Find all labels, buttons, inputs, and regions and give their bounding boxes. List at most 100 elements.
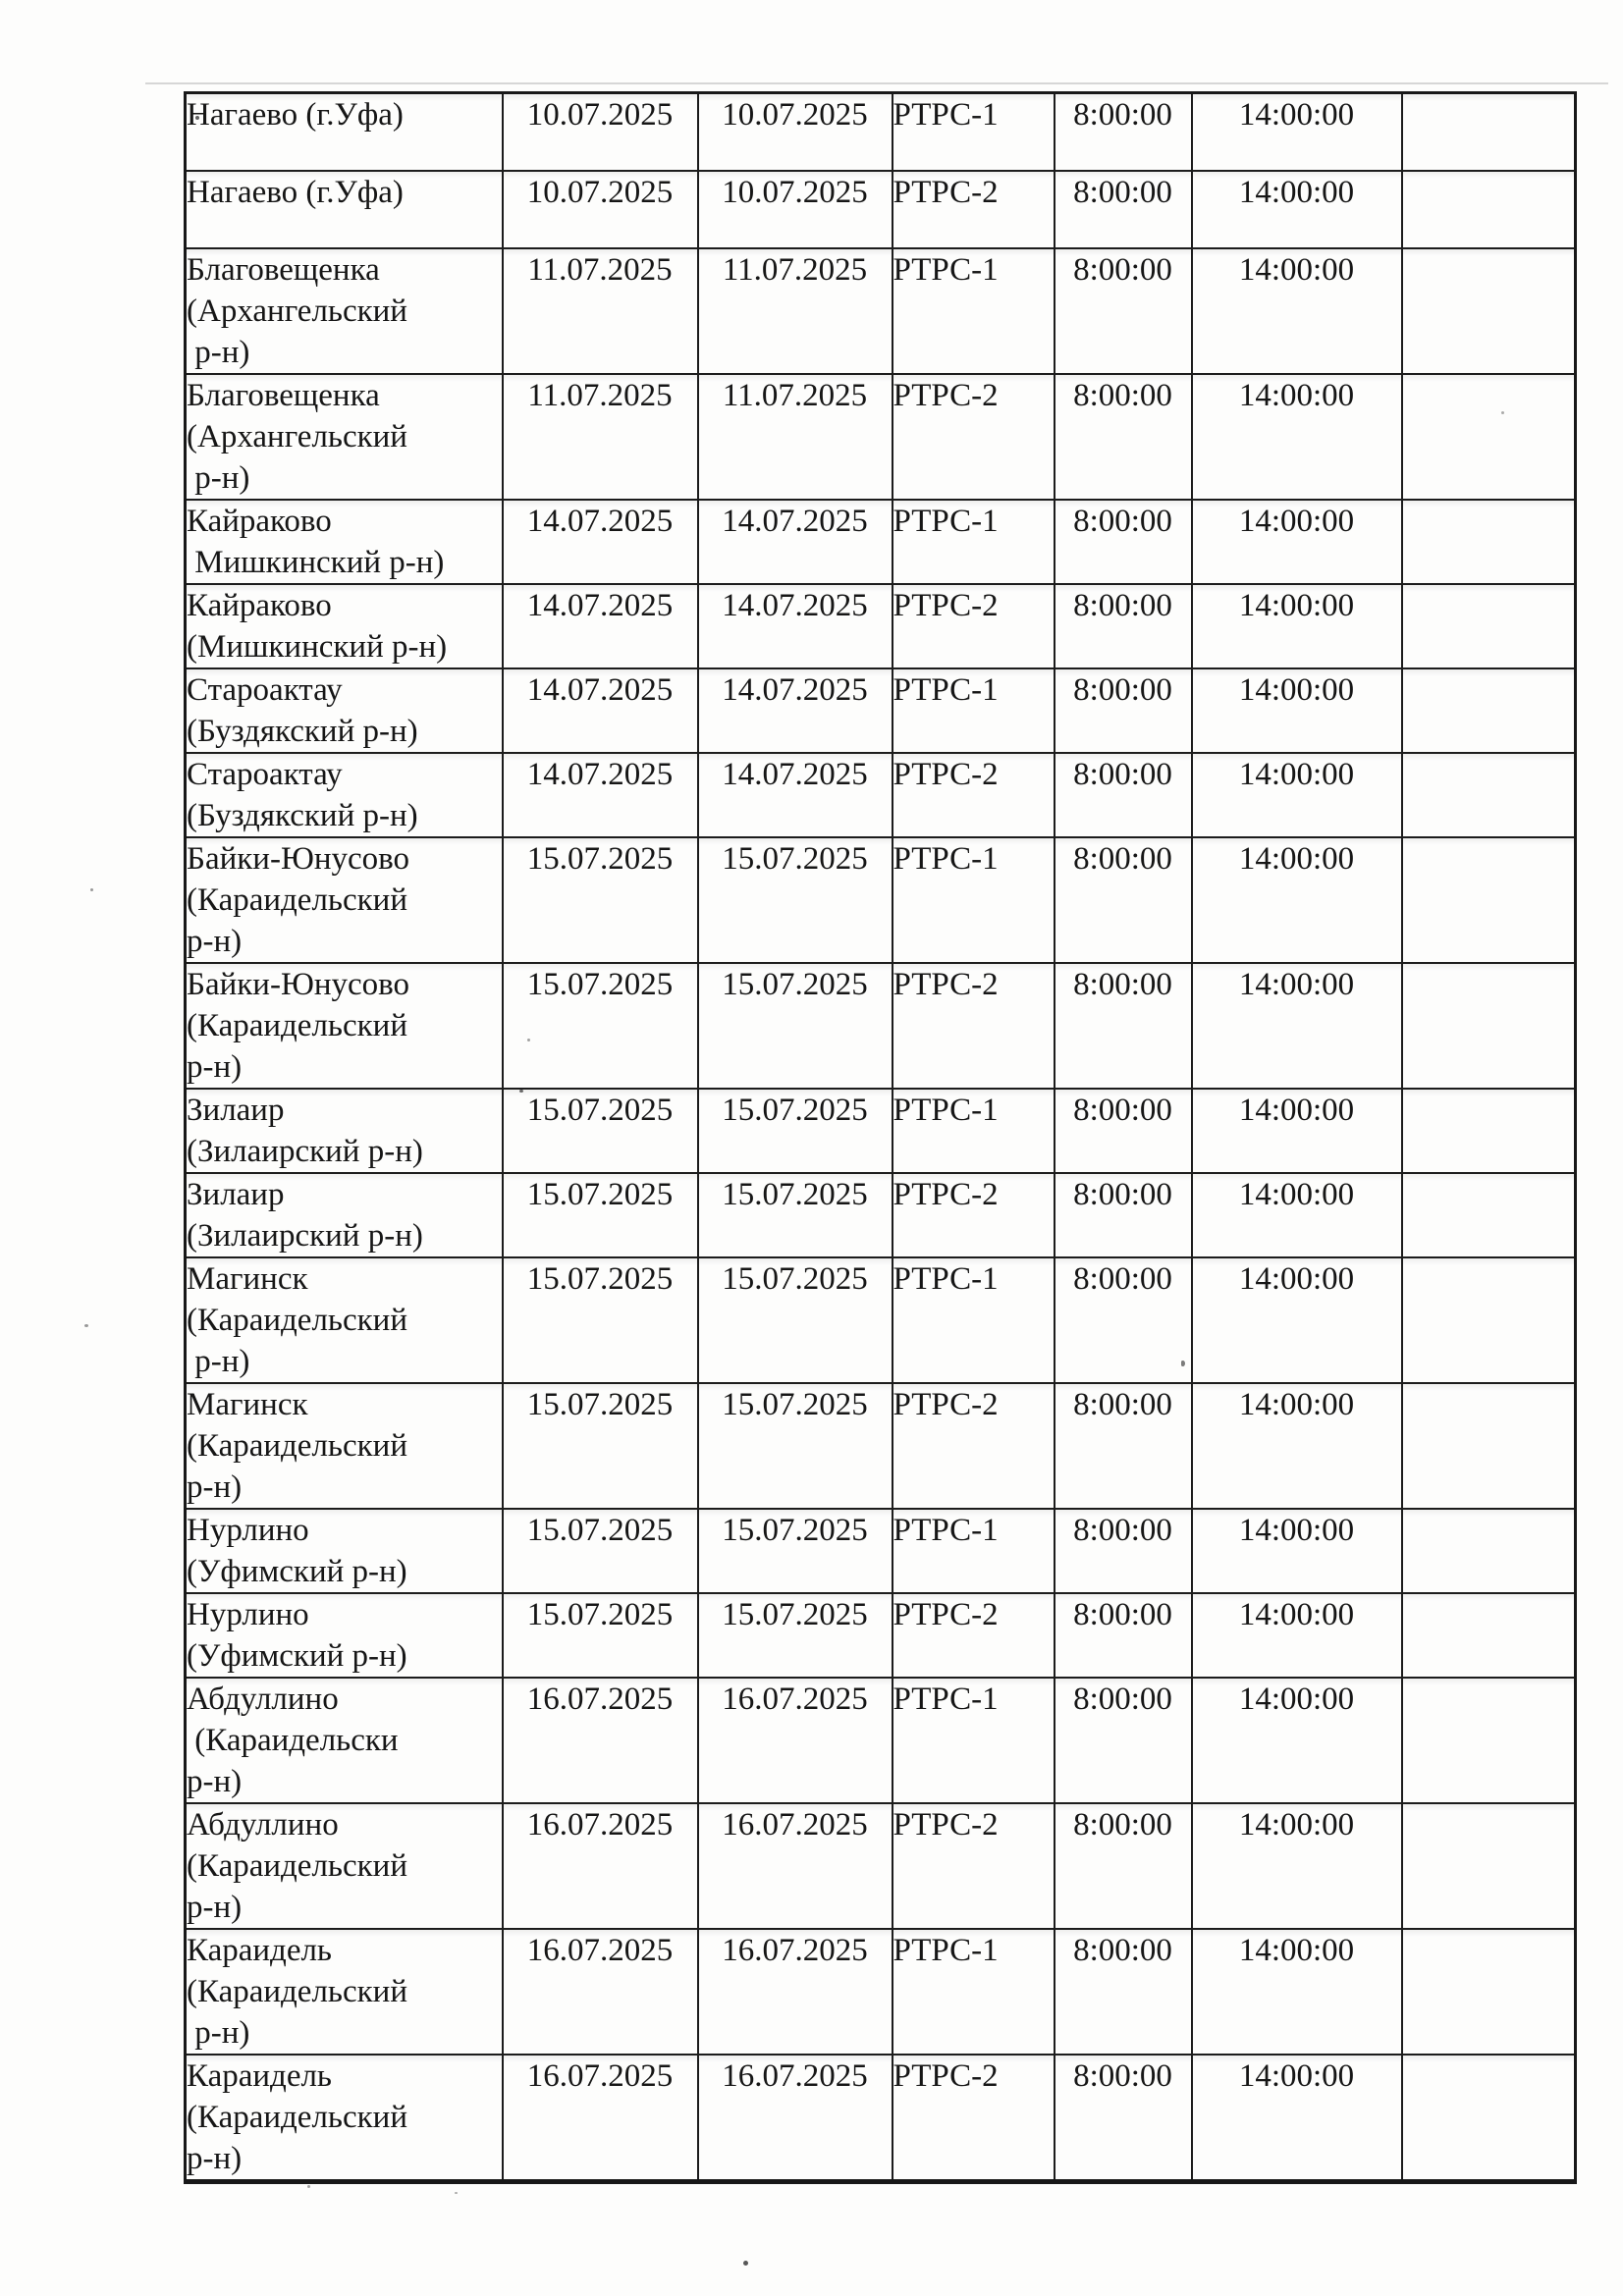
scan-speck bbox=[1181, 1361, 1185, 1366]
location-cell: Кайраково Мишкинский р-н) bbox=[184, 498, 504, 585]
start-date-cell: 15.07.2025 bbox=[501, 835, 699, 964]
scan-speck bbox=[307, 2185, 310, 2188]
start-date-cell: 11.07.2025 bbox=[501, 246, 699, 375]
station-cell: РТРС-1 bbox=[891, 91, 1055, 172]
location-cell: Магинск (Караидельский р-н) bbox=[184, 1255, 504, 1384]
end-date-cell: 15.07.2025 bbox=[696, 1171, 893, 1258]
station-cell: РТРС-2 bbox=[891, 1591, 1055, 1679]
notes-cell bbox=[1400, 1927, 1577, 2056]
location-cell: Абдуллино (Караидельски р-н) bbox=[184, 1676, 504, 1804]
location-cell: Абдуллино (Караидельский р-н) bbox=[184, 1801, 504, 1930]
scan-speck bbox=[195, 116, 199, 120]
end-time-cell: 14:00:00 bbox=[1190, 372, 1403, 501]
station-cell: РТРС-2 bbox=[891, 961, 1055, 1090]
station-cell: РТРС-2 bbox=[891, 1801, 1055, 1930]
station-cell: РТРС-2 bbox=[891, 1171, 1055, 1258]
scan-speck bbox=[1501, 411, 1504, 414]
table-row: Зилаир (Зилаирский р-н) 15.07.2025 15.07… bbox=[184, 1171, 1577, 1258]
station-cell: РТРС-1 bbox=[891, 1087, 1055, 1174]
notes-cell bbox=[1400, 1801, 1577, 1930]
location-cell: Магинск (Караидельский р-н) bbox=[184, 1381, 504, 1510]
notes-cell bbox=[1400, 498, 1577, 585]
end-date-cell: 16.07.2025 bbox=[696, 2053, 893, 2182]
notes-cell bbox=[1400, 751, 1577, 838]
location-cell: Нурлино (Уфимский р-н) bbox=[184, 1591, 504, 1679]
end-date-cell: 15.07.2025 bbox=[696, 1591, 893, 1679]
end-date-cell: 15.07.2025 bbox=[696, 1255, 893, 1384]
end-time-cell: 14:00:00 bbox=[1190, 91, 1403, 172]
location-cell: Байки-Юнусово (Караидельский р-н) bbox=[184, 835, 504, 964]
start-time-cell: 8:00:00 bbox=[1053, 1591, 1193, 1679]
start-date-cell: 15.07.2025 bbox=[501, 1591, 699, 1679]
start-time-cell: 8:00:00 bbox=[1053, 246, 1193, 375]
notes-cell bbox=[1400, 835, 1577, 964]
station-cell: РТРС-1 bbox=[891, 1676, 1055, 1804]
start-time-cell: 8:00:00 bbox=[1053, 1255, 1193, 1384]
end-time-cell: 14:00:00 bbox=[1190, 1676, 1403, 1804]
end-time-cell: 14:00:00 bbox=[1190, 1171, 1403, 1258]
start-date-cell: 16.07.2025 bbox=[501, 1801, 699, 1930]
end-time-cell: 14:00:00 bbox=[1190, 2053, 1403, 2182]
scan-artifact-line bbox=[145, 82, 1608, 84]
station-cell: РТРС-1 bbox=[891, 1255, 1055, 1384]
location-cell: Кайраково (Мишкинский р-н) bbox=[184, 582, 504, 669]
station-cell: РТРС-2 bbox=[891, 1381, 1055, 1510]
start-date-cell: 15.07.2025 bbox=[501, 1087, 699, 1174]
location-cell: Зилаир (Зилаирский р-н) bbox=[184, 1087, 504, 1174]
end-time-cell: 14:00:00 bbox=[1190, 1507, 1403, 1594]
start-date-cell: 14.07.2025 bbox=[501, 582, 699, 669]
location-cell: Благовещенка (Архангельский р-н) bbox=[184, 372, 504, 501]
end-time-cell: 14:00:00 bbox=[1190, 835, 1403, 964]
end-date-cell: 16.07.2025 bbox=[696, 1801, 893, 1930]
end-date-cell: 10.07.2025 bbox=[696, 91, 893, 172]
location-cell: Караидель (Караидельский р-н) bbox=[184, 1927, 504, 2056]
location-cell: Нурлино (Уфимский р-н) bbox=[184, 1507, 504, 1594]
start-time-cell: 8:00:00 bbox=[1053, 1676, 1193, 1804]
table-row: Кайраково Мишкинский р-н) 14.07.2025 14.… bbox=[184, 498, 1577, 585]
location-cell: Нагаево (г.Уфа) bbox=[184, 91, 504, 172]
station-cell: РТРС-1 bbox=[891, 1927, 1055, 2056]
table-row: Благовещенка (Архангельский р-н) 11.07.2… bbox=[184, 372, 1577, 501]
start-date-cell: 14.07.2025 bbox=[501, 751, 699, 838]
station-cell: РТРС-2 bbox=[891, 169, 1055, 249]
scan-speck bbox=[527, 1039, 530, 1041]
start-date-cell: 14.07.2025 bbox=[501, 498, 699, 585]
start-date-cell: 15.07.2025 bbox=[501, 1507, 699, 1594]
end-date-cell: 15.07.2025 bbox=[696, 835, 893, 964]
start-time-cell: 8:00:00 bbox=[1053, 1927, 1193, 2056]
start-time-cell: 8:00:00 bbox=[1053, 961, 1193, 1090]
end-time-cell: 14:00:00 bbox=[1190, 1381, 1403, 1510]
start-date-cell: 15.07.2025 bbox=[501, 1171, 699, 1258]
location-cell: Староактау (Буздякский р-н) bbox=[184, 751, 504, 838]
location-cell: Байки-Юнусово (Караидельский р-н) bbox=[184, 961, 504, 1090]
scan-speck bbox=[519, 1090, 523, 1093]
notes-cell bbox=[1400, 1255, 1577, 1384]
end-time-cell: 14:00:00 bbox=[1190, 1927, 1403, 2056]
end-date-cell: 16.07.2025 bbox=[696, 1927, 893, 2056]
station-cell: РТРС-2 bbox=[891, 372, 1055, 501]
station-cell: РТРС-2 bbox=[891, 751, 1055, 838]
location-cell: Караидель (Караидельский р-н) bbox=[184, 2053, 504, 2182]
table-row: Магинск (Караидельский р-н) 15.07.2025 1… bbox=[184, 1255, 1577, 1384]
station-cell: РТРС-1 bbox=[891, 498, 1055, 585]
notes-cell bbox=[1400, 1591, 1577, 1679]
start-date-cell: 16.07.2025 bbox=[501, 1676, 699, 1804]
start-date-cell: 11.07.2025 bbox=[501, 372, 699, 501]
end-date-cell: 10.07.2025 bbox=[696, 169, 893, 249]
start-time-cell: 8:00:00 bbox=[1053, 169, 1193, 249]
notes-cell bbox=[1400, 1087, 1577, 1174]
notes-cell bbox=[1400, 372, 1577, 501]
table-row: Нурлино (Уфимский р-н) 15.07.2025 15.07.… bbox=[184, 1507, 1577, 1594]
notes-cell bbox=[1400, 1676, 1577, 1804]
end-time-cell: 14:00:00 bbox=[1190, 498, 1403, 585]
scan-speck bbox=[455, 2192, 458, 2194]
start-time-cell: 8:00:00 bbox=[1053, 751, 1193, 838]
scan-speck bbox=[743, 2261, 748, 2266]
notes-cell bbox=[1400, 1381, 1577, 1510]
location-cell: Староактау (Буздякский р-н) bbox=[184, 667, 504, 754]
table-row: Байки-Юнусово (Караидельский р-н) 15.07.… bbox=[184, 835, 1577, 964]
station-cell: РТРС-1 bbox=[891, 667, 1055, 754]
start-date-cell: 14.07.2025 bbox=[501, 667, 699, 754]
station-cell: РТРС-1 bbox=[891, 246, 1055, 375]
